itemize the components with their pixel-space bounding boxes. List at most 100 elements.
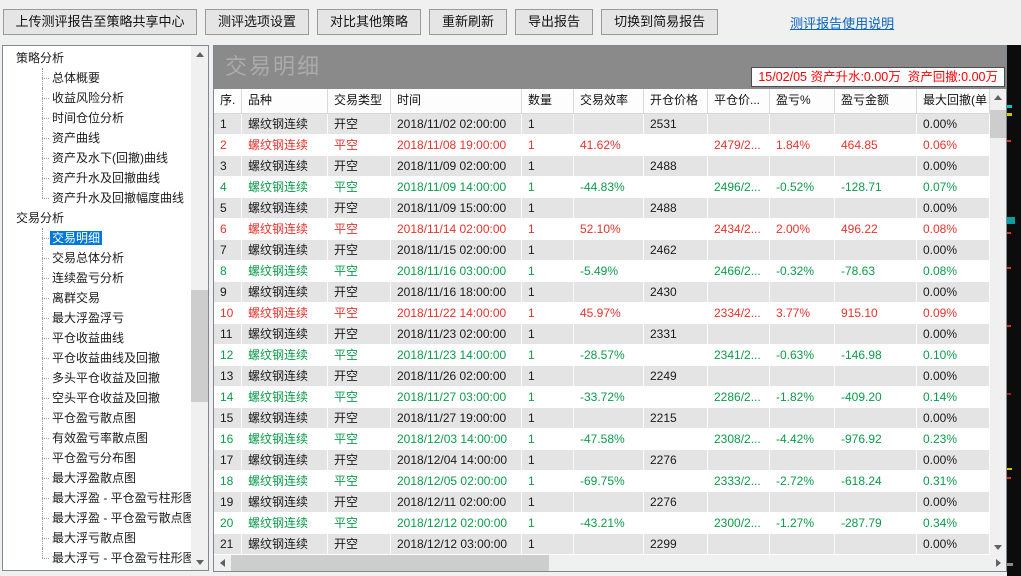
cell-eff [574, 198, 644, 219]
scroll-left-button[interactable] [214, 555, 230, 571]
sidebar-item[interactable]: 有效盈亏率散点图 [3, 428, 191, 448]
column-header[interactable]: 开仓价格 [644, 89, 708, 113]
column-header[interactable]: 盈亏% [770, 89, 835, 113]
sidebar-item-label: 资产曲线 [50, 131, 102, 145]
report-help-link[interactable]: 测评报告使用说明 [790, 13, 894, 32]
cell-time: 2018/11/09 15:00:00 [391, 198, 522, 219]
sidebar-item[interactable]: 空头平仓收益及回撤 [3, 388, 191, 408]
sidebar-item-label: 多头平仓收益及回撤 [50, 371, 162, 385]
table-row[interactable]: 3螺纹钢连续开空2018/11/09 02:00:00124880.00% [214, 156, 990, 177]
chevron-up-icon [994, 95, 1002, 100]
scrollbar-thumb[interactable] [990, 110, 1006, 138]
table-row[interactable]: 19螺纹钢连续开空2018/12/11 02:00:00122760.00% [214, 492, 990, 513]
table-row[interactable]: 4螺纹钢连续平空2018/11/09 14:00:001-44.83%2496/… [214, 177, 990, 198]
scrollbar-thumb[interactable] [231, 555, 549, 571]
sidebar-section-label[interactable]: 交易分析 [3, 208, 191, 228]
sidebar-item[interactable]: 平仓收益曲线及回撤 [3, 348, 191, 368]
table-row[interactable]: 11螺纹钢连续开空2018/11/23 02:00:00123310.00% [214, 324, 990, 345]
sidebar-item[interactable]: 离群交易 [3, 288, 191, 308]
cell-type: 平空 [328, 219, 391, 240]
sidebar-item-label: 有效盈亏率散点图 [50, 431, 150, 445]
cell-amount [835, 450, 917, 471]
table-row[interactable]: 1螺纹钢连续开空2018/11/02 02:00:00125310.00% [214, 114, 990, 135]
scroll-right-button[interactable] [990, 555, 1006, 571]
cell-dd: 0.31% [917, 471, 990, 492]
sidebar-item[interactable]: 最大浮亏散点图 [3, 528, 191, 548]
sidebar-item[interactable]: 平仓收益曲线 [3, 328, 191, 348]
sidebar-item[interactable]: 平仓盈亏分布图 [3, 448, 191, 468]
scroll-down-button[interactable] [990, 539, 1006, 555]
column-header[interactable]: 序. [214, 89, 242, 113]
table-row[interactable]: 12螺纹钢连续平空2018/11/23 14:00:001-28.57%2341… [214, 345, 990, 366]
scroll-down-button[interactable] [191, 554, 208, 570]
toolbar-button-0[interactable]: 上传测评报告至策略共享中心 [3, 9, 197, 35]
toolbar-button-1[interactable]: 测评选项设置 [205, 9, 309, 35]
toolbar-button-3[interactable]: 重新刷新 [429, 9, 507, 35]
cell-close: 2286/2... [708, 387, 770, 408]
table-vscrollbar[interactable] [990, 89, 1006, 555]
sidebar-item[interactable]: 收益风险分析 [3, 88, 191, 108]
table-hscrollbar[interactable] [214, 555, 1006, 571]
column-header[interactable]: 数量 [522, 89, 574, 113]
sidebar-item-label: 最大浮盈浮亏 [50, 311, 126, 325]
table-row[interactable]: 2螺纹钢连续平空2018/11/08 19:00:00141.62%2479/2… [214, 135, 990, 156]
sidebar-item[interactable]: 最大浮亏 - 平仓盈亏柱形图 [3, 548, 191, 568]
toolbar-button-5[interactable]: 切换到简易报告 [601, 9, 718, 35]
sidebar-item[interactable]: 最大浮盈 - 平仓盈亏散点图 [3, 508, 191, 528]
table-row[interactable]: 20螺纹钢连续平空2018/12/12 02:00:001-43.21%2300… [214, 513, 990, 534]
column-header[interactable]: 时间 [391, 89, 522, 113]
table-row[interactable]: 8螺纹钢连续平空2018/11/16 03:00:001-5.49%2466/2… [214, 261, 990, 282]
sidebar-item[interactable]: 连续盈亏分析 [3, 268, 191, 288]
sidebar-item[interactable]: 最大浮盈 - 平仓盈亏柱形图 [3, 488, 191, 508]
sidebar-item[interactable]: 最大浮盈散点图 [3, 468, 191, 488]
column-header[interactable]: 最大回撤(单 [917, 89, 990, 113]
table-row[interactable]: 17螺纹钢连续开空2018/12/04 14:00:00122760.00% [214, 450, 990, 471]
cell-eff [574, 282, 644, 303]
cell-time: 2018/11/26 02:00:00 [391, 366, 522, 387]
scrollbar-thumb[interactable] [191, 290, 208, 402]
sidebar-item[interactable]: 平仓盈亏散点图 [3, 408, 191, 428]
table-row[interactable]: 6螺纹钢连续平空2018/11/14 02:00:00152.10%2434/2… [214, 219, 990, 240]
table-row[interactable]: 13螺纹钢连续开空2018/11/26 02:00:00122490.00% [214, 366, 990, 387]
column-header[interactable]: 盈亏金额 [835, 89, 917, 113]
column-header[interactable]: 交易效率 [574, 89, 644, 113]
sidebar-item[interactable]: 交易总体分析 [3, 248, 191, 268]
table-row[interactable]: 7螺纹钢连续开空2018/11/15 02:00:00124620.00% [214, 240, 990, 261]
table-row[interactable]: 9螺纹钢连续开空2018/11/16 18:00:00124300.00% [214, 282, 990, 303]
sidebar-item[interactable]: 资产曲线 [3, 128, 191, 148]
sidebar-scrollbar[interactable] [191, 46, 208, 570]
cell-qty: 1 [522, 429, 574, 450]
table-row[interactable]: 5螺纹钢连续开空2018/11/09 15:00:00124880.00% [214, 198, 990, 219]
table-row[interactable]: 16螺纹钢连续平空2018/12/03 14:00:001-47.58%2308… [214, 429, 990, 450]
column-header[interactable]: 交易类型 [328, 89, 391, 113]
sidebar-item[interactable]: 资产升水及回撤幅度曲线 [3, 188, 191, 208]
table-row[interactable]: 15螺纹钢连续开空2018/11/27 19:00:00122150.00% [214, 408, 990, 429]
cell-time: 2018/11/22 14:00:00 [391, 303, 522, 324]
sidebar-item[interactable]: 资产及水下(回撤)曲线 [3, 148, 191, 168]
sidebar-item[interactable]: 总体概要 [3, 68, 191, 88]
sidebar-tree: 策略分析总体概要收益风险分析时间仓位分析资产曲线资产及水下(回撤)曲线资产升水及… [3, 48, 191, 570]
sidebar-item[interactable]: 最大浮盈浮亏 [3, 308, 191, 328]
chevron-left-icon [220, 559, 225, 567]
table-row[interactable]: 21螺纹钢连续开空2018/12/12 03:00:00122990.00% [214, 534, 990, 555]
table-row[interactable]: 14螺纹钢连续平空2018/11/27 03:00:001-33.72%2286… [214, 387, 990, 408]
sidebar-item[interactable]: 多头平仓收益及回撤 [3, 368, 191, 388]
table-row[interactable]: 10螺纹钢连续平空2018/11/22 14:00:00145.97%2334/… [214, 303, 990, 324]
cell-time: 2018/11/08 19:00:00 [391, 135, 522, 156]
cell-dd: 0.00% [917, 324, 990, 345]
toolbar-button-4[interactable]: 导出报告 [515, 9, 593, 35]
scroll-up-button[interactable] [191, 46, 208, 62]
sidebar-item[interactable]: 交易明细 [3, 228, 191, 248]
cell-close: 2466/2... [708, 261, 770, 282]
cell-qty: 1 [522, 114, 574, 135]
cell-symbol: 螺纹钢连续 [242, 450, 328, 471]
sidebar-section-label[interactable]: 策略分析 [3, 48, 191, 68]
table-row[interactable]: 18螺纹钢连续平空2018/12/05 02:00:001-69.75%2333… [214, 471, 990, 492]
sidebar-item[interactable]: 资产升水及回撤曲线 [3, 168, 191, 188]
toolbar-button-2[interactable]: 对比其他策略 [317, 9, 421, 35]
column-header[interactable]: 品种 [242, 89, 328, 113]
scroll-up-button[interactable] [990, 89, 1006, 105]
column-header[interactable]: 平仓价... [708, 89, 770, 113]
sidebar-item[interactable]: 时间仓位分析 [3, 108, 191, 128]
cell-qty: 1 [522, 387, 574, 408]
